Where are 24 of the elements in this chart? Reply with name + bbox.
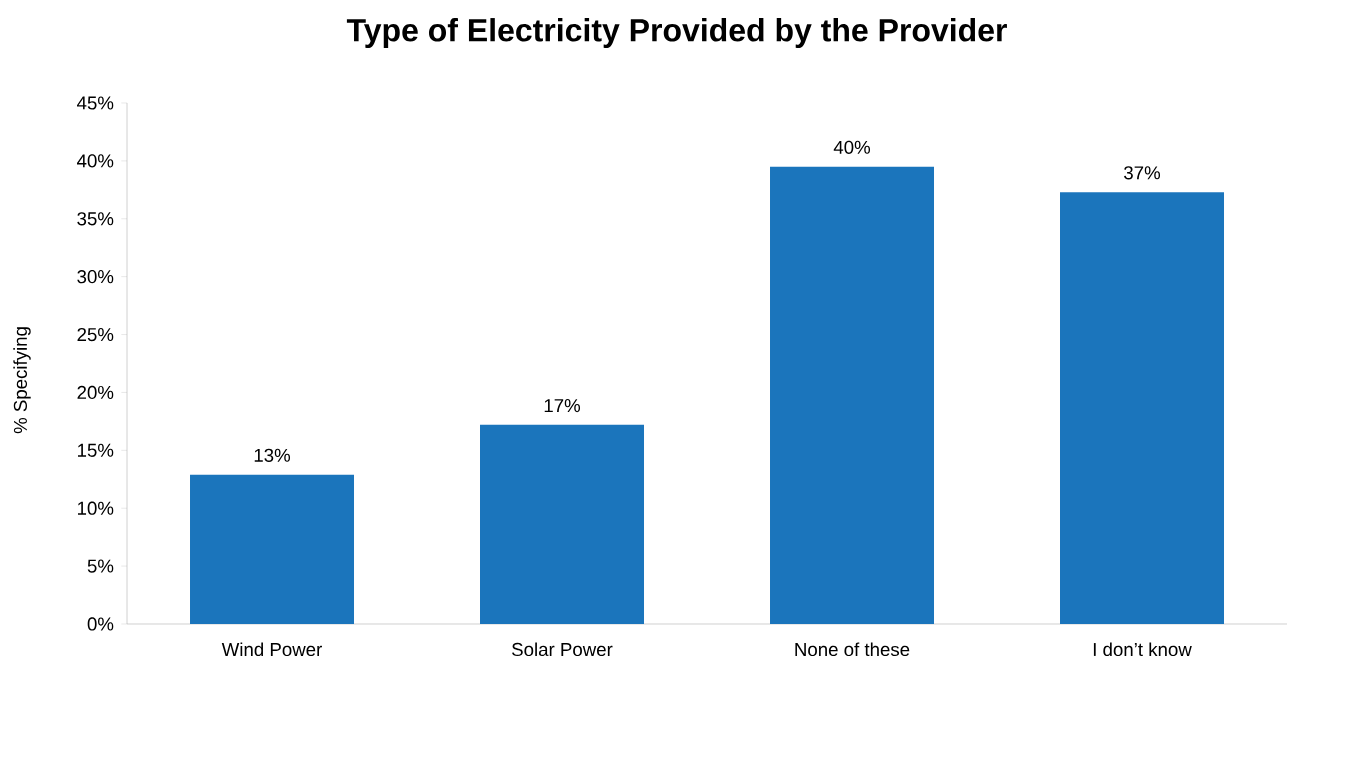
chart-title: Type of Electricity Provided by the Provider	[346, 18, 1007, 48]
y-tick-label: 40%	[77, 154, 114, 168]
y-tick-label: 15%	[78, 443, 114, 457]
data-label: 40%	[833, 140, 871, 154]
y-tick-label: 45%	[77, 96, 114, 110]
y-tick-label: 20%	[77, 385, 114, 400]
y-tick-label: 10%	[78, 501, 114, 515]
bar	[480, 424, 645, 624]
bar	[1060, 192, 1225, 624]
x-tick-label: Solar Power	[512, 642, 613, 657]
bar	[770, 166, 934, 624]
data-label: 37%	[1124, 166, 1161, 180]
x-tick-label: Wind Power	[221, 642, 322, 657]
y-axis-title: % Specifying	[13, 327, 31, 434]
x-tick-label: I don’t know	[1093, 642, 1192, 657]
y-tick-label: 5%	[87, 559, 114, 573]
x-tick-label: None of these	[795, 642, 910, 657]
y-tick-label: 0%	[87, 617, 114, 631]
bar	[190, 474, 355, 624]
y-tick-label: 30%	[77, 270, 114, 284]
y-tick-label: 35%	[77, 212, 114, 226]
y-tick-label: 25%	[77, 327, 114, 342]
data-label: 17%	[544, 399, 581, 413]
data-label: 13%	[254, 448, 291, 462]
